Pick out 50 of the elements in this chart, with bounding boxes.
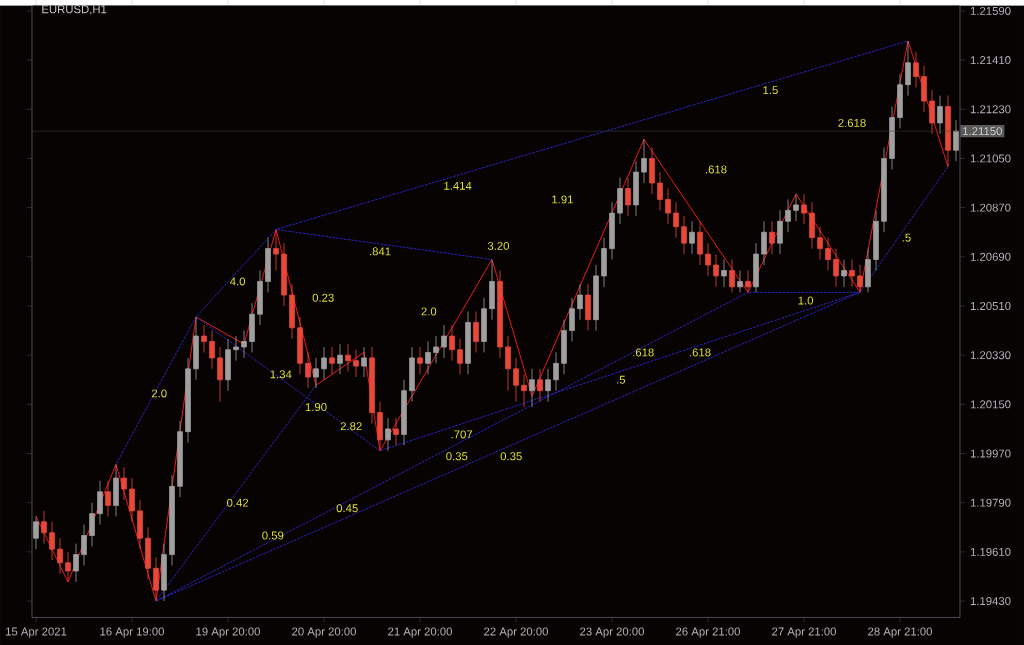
annotation: 1.5	[763, 85, 778, 94]
x-tick-label: 19 Apr 20:00	[196, 627, 260, 638]
y-tick-label: 1.19970	[970, 449, 1011, 458]
x-tick-label: 26 Apr 21:00	[676, 627, 740, 638]
annotation: 4.0	[229, 277, 246, 286]
annotation: .618	[690, 348, 711, 357]
x-tick-label: 22 Apr 20:00	[484, 627, 548, 638]
y-tick-label: 1.20870	[970, 203, 1011, 212]
annotation: .841	[370, 247, 391, 256]
y-tick-label: 1.19610	[970, 547, 1011, 556]
y-tick-label: 1.21410	[970, 55, 1011, 64]
annotation: 0.35	[500, 452, 522, 461]
annotation: 0.35	[446, 452, 468, 461]
chart-title: EURUSD,H1	[42, 5, 107, 15]
y-tick-label: 1.19790	[970, 498, 1011, 507]
annotation: 3.20	[487, 241, 509, 250]
y-tick-label: 1.19430	[970, 596, 1011, 605]
annotation: 1.34	[270, 370, 292, 379]
annotation: 0.42	[227, 498, 249, 507]
x-tick-label: 21 Apr 20:00	[388, 627, 452, 638]
x-tick-label: 27 Apr 21:00	[772, 627, 836, 638]
annotation: .707	[451, 430, 473, 439]
y-tick-label: 1.20330	[970, 350, 1011, 359]
y-tick-label: 1.21050	[970, 154, 1011, 163]
y-tick-label: 1.20690	[970, 252, 1011, 261]
annotation: 2.0	[421, 307, 437, 316]
x-tick-label: 16 Apr 19:00	[100, 627, 164, 638]
annotation: 2.0	[151, 389, 167, 398]
x-tick-label: 23 Apr 20:00	[580, 627, 644, 638]
annotation: .5	[617, 375, 626, 384]
annotation: .618	[706, 165, 727, 174]
annotation: 2.82	[340, 421, 362, 430]
annotation: 1.90	[305, 402, 327, 411]
annotation: .5	[902, 233, 911, 242]
annotation: .618	[633, 348, 654, 357]
x-tick-label: 15 Apr 2021	[5, 627, 67, 638]
y-tick-label: 1.20150	[970, 400, 1011, 409]
y-tick-label: 1.20510	[970, 301, 1011, 310]
annotation: 0.45	[336, 503, 358, 512]
annotation: 1.414	[444, 181, 472, 190]
y-tick-label: 1.21230	[970, 105, 1011, 114]
ref-line-label: 1.21150	[963, 126, 1002, 135]
annotation: 2.618	[838, 118, 866, 127]
annotation: 0.23	[312, 293, 334, 302]
annotation: 0.59	[262, 531, 284, 540]
y-tick-label: 1.21590	[970, 6, 1011, 15]
x-tick-label: 20 Apr 20:00	[292, 627, 356, 638]
annotation: 1.0	[798, 296, 814, 305]
x-tick-label: 28 Apr 21:00	[868, 627, 932, 638]
annotation: 1.91	[552, 195, 573, 204]
